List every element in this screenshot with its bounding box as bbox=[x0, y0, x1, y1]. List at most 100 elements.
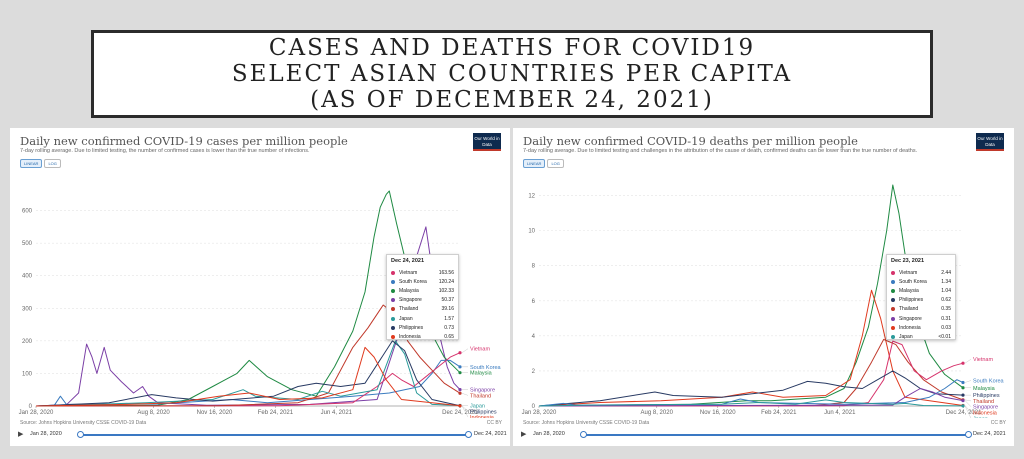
tooltip-country: Thailand bbox=[899, 306, 919, 313]
chart-subtitle: 7-day rolling average. Due to limited te… bbox=[523, 148, 918, 154]
license-link[interactable]: CC BY bbox=[486, 420, 502, 426]
source-note[interactable]: Source: Johns Hopkins University CSSE CO… bbox=[523, 420, 650, 426]
tooltip-country: South Korea bbox=[899, 278, 927, 285]
series-line-japan bbox=[35, 340, 461, 407]
tooltip-value: 0.65 bbox=[444, 333, 454, 340]
linear-scale-button[interactable]: LINEAR bbox=[20, 159, 43, 168]
tooltip-row: South Korea 1.34 bbox=[891, 277, 951, 286]
legend-leader-line bbox=[964, 359, 972, 364]
tooltip-country: Vietnam bbox=[399, 269, 418, 276]
series-line-vietnam bbox=[538, 340, 964, 407]
series-end-marker bbox=[961, 393, 965, 397]
series-end-marker bbox=[961, 386, 965, 390]
tooltip-row: Japan 1.57 bbox=[391, 314, 454, 323]
license-link[interactable]: CC BY bbox=[990, 420, 1006, 426]
legend-leader-line bbox=[461, 405, 469, 412]
tooltip-country: Philippines bbox=[399, 324, 424, 331]
timeline-track[interactable] bbox=[583, 434, 968, 436]
title-line-2: SELECT ASIAN COUNTRIES PER CAPITA bbox=[231, 61, 793, 87]
tooltip-value: 0.31 bbox=[941, 315, 951, 322]
y-tick-label: 6 bbox=[532, 299, 536, 305]
play-icon[interactable]: ▶ bbox=[18, 431, 24, 438]
tooltip-row: Japan <0.01 bbox=[891, 332, 951, 341]
series-line-thailand bbox=[35, 304, 461, 407]
series-end-marker bbox=[458, 391, 462, 395]
timeline-slider[interactable]: ▶ Jan 28, 2020 Dec 24, 2021 bbox=[521, 430, 1006, 440]
tooltip-date: Dec 24, 2021 bbox=[391, 258, 425, 264]
scale-toggle: LINEAR LOG bbox=[20, 159, 61, 168]
legend-leader-line bbox=[964, 405, 972, 418]
series-end-marker bbox=[458, 365, 462, 369]
y-tick-label: 300 bbox=[22, 306, 33, 312]
tooltip-value: 0.35 bbox=[941, 306, 951, 313]
owid-logo[interactable]: Our World in Data bbox=[473, 133, 501, 151]
timeline-track[interactable] bbox=[80, 434, 468, 436]
deaths-line-chart[interactable]: 0 2 4 6 8 10 12 Jan 28, 2020 Aug 8, 2020 Nov 16, … bbox=[513, 128, 1014, 418]
tooltip-value: 0.62 bbox=[941, 297, 951, 304]
tooltip-value: 1.04 bbox=[941, 287, 951, 294]
tooltip-row: Philippines 0.73 bbox=[391, 323, 454, 332]
y-tick-label: 200 bbox=[22, 339, 33, 345]
title-line-1: CASES AND DEATHS FOR COVID19 bbox=[268, 35, 756, 61]
series-dot-icon bbox=[891, 298, 895, 303]
log-scale-button[interactable]: LOG bbox=[44, 159, 61, 168]
series-line-philippines bbox=[35, 340, 461, 407]
log-scale-button[interactable]: LOG bbox=[547, 159, 564, 168]
series-end-marker bbox=[961, 361, 965, 365]
source-note[interactable]: Source: Johns Hopkins University CSSE CO… bbox=[20, 420, 147, 426]
series-dot-icon bbox=[891, 307, 895, 312]
x-tick-label: Jan 28, 2020 bbox=[19, 410, 54, 416]
tooltip-country: Thailand bbox=[399, 306, 419, 313]
tooltip-row: Singapore 0.31 bbox=[891, 314, 951, 323]
y-tick-label: 500 bbox=[22, 241, 33, 247]
timeline-end-label: Dec 24, 2021 bbox=[973, 431, 1006, 437]
legend-leader-line bbox=[964, 405, 972, 413]
series-dot-icon bbox=[391, 270, 395, 275]
y-tick-label: 4 bbox=[532, 334, 536, 340]
timeline-end-label: Dec 24, 2021 bbox=[474, 431, 507, 437]
legend-label: Thailand bbox=[973, 399, 994, 405]
cases-tooltip: Dec 24, 2021 Vietnam 163.56 South Korea 120… bbox=[386, 254, 459, 340]
tooltip-country: South Korea bbox=[399, 278, 427, 285]
tooltip-value: 0.73 bbox=[444, 324, 454, 331]
tooltip-row: Vietnam 163.56 bbox=[391, 268, 454, 277]
tooltip-row: Malaysia 1.04 bbox=[891, 286, 951, 295]
tooltip-value: 102.33 bbox=[438, 287, 454, 294]
tooltip-country: Singapore bbox=[899, 315, 922, 322]
timeline-slider[interactable]: ▶ Jan 28, 2020 Dec 24, 2021 bbox=[18, 430, 507, 440]
legend-label: Indonesia bbox=[973, 411, 998, 417]
tooltip-row: Indonesia 0.03 bbox=[891, 323, 951, 332]
y-tick-label: 12 bbox=[528, 194, 535, 200]
tooltip-country: Japan bbox=[399, 315, 413, 322]
series-end-marker bbox=[458, 351, 462, 355]
timeline-start-label: Jan 28, 2020 bbox=[30, 431, 62, 437]
legend-label: South Korea bbox=[470, 365, 502, 371]
tooltip-value: <0.01 bbox=[938, 333, 951, 340]
x-tick-label: Dec 24, 2021 bbox=[946, 410, 982, 416]
scale-toggle: LINEAR LOG bbox=[523, 159, 564, 168]
series-line-philippines bbox=[538, 370, 964, 407]
legend-label: Indonesia bbox=[470, 415, 495, 418]
tooltip-country: Malaysia bbox=[399, 287, 419, 294]
timeline-start-handle[interactable] bbox=[580, 431, 587, 438]
tooltip-row: Malaysia 102.33 bbox=[391, 286, 454, 295]
tooltip-value: 120.24 bbox=[438, 278, 454, 285]
timeline-end-handle[interactable] bbox=[965, 431, 972, 438]
series-dot-icon bbox=[391, 334, 395, 339]
series-dot-icon bbox=[391, 279, 395, 284]
series-dot-icon bbox=[391, 325, 395, 330]
y-tick-label: 0 bbox=[532, 404, 536, 410]
timeline-end-handle[interactable] bbox=[465, 431, 472, 438]
legend-label: Vietnam bbox=[973, 357, 993, 363]
linear-scale-button[interactable]: LINEAR bbox=[523, 159, 546, 168]
tooltip-value: 0.03 bbox=[941, 324, 951, 331]
y-tick-label: 0 bbox=[29, 404, 33, 410]
y-tick-label: 2 bbox=[532, 369, 536, 375]
timeline-start-label: Jan 28, 2020 bbox=[533, 431, 565, 437]
tooltip-row: Philippines 0.62 bbox=[891, 296, 951, 305]
play-icon[interactable]: ▶ bbox=[521, 431, 527, 438]
owid-logo[interactable]: Our World in Data bbox=[976, 133, 1004, 151]
legend-label: South Korea bbox=[973, 378, 1005, 384]
title-banner: CASES AND DEATHS FOR COVID19 SELECT ASIA… bbox=[91, 30, 933, 118]
timeline-start-handle[interactable] bbox=[77, 431, 84, 438]
